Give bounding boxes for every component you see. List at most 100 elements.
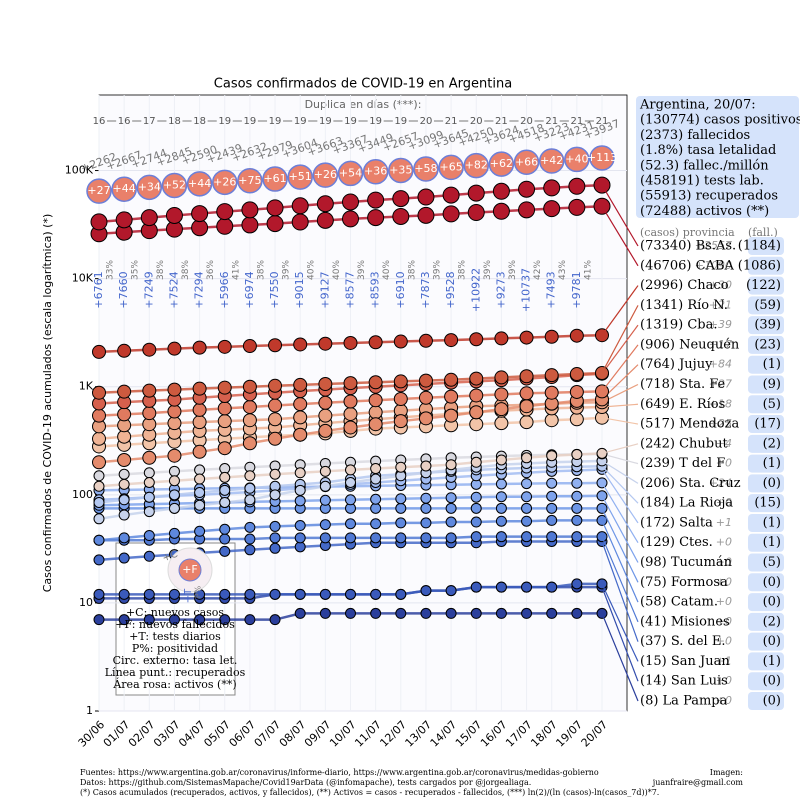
province-deaths: (17): [754, 417, 781, 432]
credit-line: Imagen:: [710, 768, 743, 777]
data-point: [467, 184, 485, 202]
data-point: [244, 482, 256, 494]
data-point: [90, 213, 108, 231]
province-label: (206) Sta. Cruz: [640, 476, 741, 491]
province-new: +0: [716, 595, 732, 608]
data-point: [444, 372, 459, 387]
data-point: [521, 491, 533, 503]
data-point: [445, 502, 457, 514]
doubling-day: 19: [319, 116, 332, 127]
province-new: +84: [709, 358, 732, 371]
doubling-day: 21: [570, 116, 583, 127]
legend-line: +C: nuevos casos: [126, 606, 224, 619]
province-deaths: (59): [754, 298, 781, 313]
data-point: [494, 370, 509, 385]
new-deaths-label: +82: [465, 159, 488, 172]
data-point: [167, 416, 182, 431]
province-deaths: (2): [763, 436, 781, 451]
data-point: [343, 406, 358, 421]
positivity-label: 39%: [483, 260, 493, 280]
province-new: +0: [716, 615, 732, 628]
data-point: [392, 207, 410, 225]
deaths-box: [748, 316, 784, 335]
province-label: (172) Salta: [640, 515, 713, 530]
data-point: [519, 330, 534, 345]
tests-label: +9781: [570, 271, 583, 308]
province-label: (37) S. del E.: [640, 634, 725, 649]
total-point: [237, 168, 263, 194]
positivity-label: 38%: [256, 260, 266, 280]
new-deaths-label: +66: [515, 155, 538, 168]
x-tick-label: 30/06: [76, 718, 108, 750]
province-label: (2996) Chaco: [640, 278, 729, 293]
data-point: [395, 532, 407, 544]
province-new: +1090: [695, 259, 732, 272]
x-tick-label: 09/07: [302, 718, 334, 750]
x-tick-label: 11/07: [352, 718, 384, 750]
connector: [601, 482, 639, 544]
data-point: [93, 534, 105, 546]
connector: [601, 417, 639, 425]
data-point: [495, 531, 507, 543]
province-label: (242) Chubut: [640, 436, 728, 451]
data-point: [519, 386, 534, 401]
data-point: [244, 588, 256, 600]
data-point: [546, 450, 558, 462]
data-point: [544, 385, 559, 400]
data-point: [93, 513, 105, 525]
info-line: (2373) fallecidos: [640, 128, 750, 143]
data-point: [219, 484, 231, 496]
total-point: [262, 166, 288, 192]
x-tick-label: 03/07: [151, 718, 183, 750]
data-point: [370, 473, 382, 485]
tests-label: +10737: [520, 268, 533, 312]
data-point: [216, 217, 234, 235]
info-box: [636, 96, 799, 218]
positivity-label: 41%: [231, 260, 241, 280]
data-point: [393, 374, 408, 389]
province-deaths: (1): [763, 654, 781, 669]
info-line: (72488) activos (**): [640, 204, 769, 219]
data-point: [268, 431, 283, 446]
data-point: [319, 607, 331, 619]
connector: [601, 520, 639, 603]
x-tick-label: 19/07: [553, 718, 585, 750]
province-new: +1: [716, 516, 732, 529]
province-label: (58) Catam.: [640, 595, 718, 610]
data-point: [294, 495, 306, 507]
data-point: [294, 484, 306, 496]
data-point: [244, 470, 256, 482]
data-point: [269, 542, 281, 554]
connector: [601, 613, 639, 702]
legend-line: +F: nuevos fallecidos: [115, 618, 235, 631]
province-new: +0: [716, 635, 732, 648]
deaths-box: [748, 593, 784, 612]
connector: [601, 465, 639, 504]
data-point: [142, 450, 157, 465]
data-point: [319, 480, 331, 492]
data-point: [445, 516, 457, 528]
data-point: [319, 532, 331, 544]
data-point: [395, 493, 407, 505]
province-label: (75) Formosa: [640, 575, 728, 590]
positivity-label: 33%: [106, 260, 116, 280]
x-tick-label: 18/07: [528, 718, 560, 750]
province-deaths: (0): [763, 674, 781, 689]
data-point: [569, 328, 584, 343]
data-point: [194, 499, 206, 511]
connector: [601, 583, 639, 662]
deaths-box: [748, 237, 784, 255]
positivity-label: 38%: [407, 260, 417, 280]
data-point: [294, 532, 306, 544]
data-point: [345, 532, 356, 544]
tests-label: +8593: [369, 271, 382, 308]
data-point: [544, 329, 559, 344]
data-point: [368, 375, 383, 390]
x-tick-label: 08/07: [277, 718, 309, 750]
data-point: [266, 199, 284, 217]
data-point: [546, 477, 558, 489]
doubling-day: 21: [495, 116, 508, 127]
province-deaths: (0): [763, 634, 781, 649]
data-point: [494, 387, 509, 402]
total-point: [463, 152, 489, 179]
